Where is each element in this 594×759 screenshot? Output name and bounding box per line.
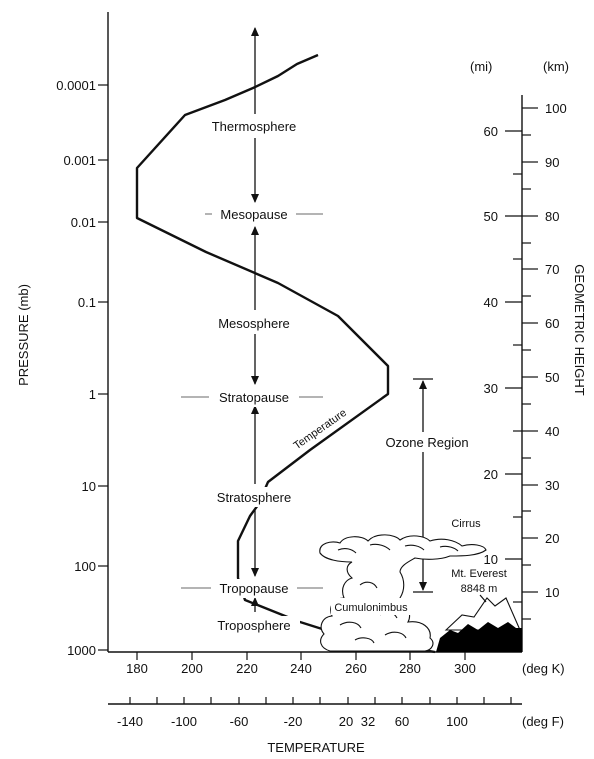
mile-ticks	[505, 130, 522, 603]
pressure-label-4: 1	[89, 387, 96, 402]
mi-header: (mi)	[470, 59, 492, 74]
mesosphere-label: Mesosphere	[218, 316, 290, 331]
mesopause-label-bg	[212, 205, 296, 224]
fahrenheit-label-5: 32	[361, 714, 375, 729]
mile-label-0: 60	[484, 124, 498, 139]
thermosphere-label-bg	[200, 116, 308, 136]
ozone-region-bracket	[413, 378, 433, 593]
kelvin-label-2: 220	[236, 661, 258, 676]
mesosphere-label-bg	[208, 313, 300, 333]
km-ticks	[522, 107, 538, 620]
cumulonimbus-label: Cumulonimbus	[334, 602, 408, 614]
mile-label-2: 40	[484, 295, 498, 310]
pressure-tick-labels: 0.0001 0.001 0.01 0.1 1 10 100 1000	[56, 78, 96, 658]
pressure-label-3: 0.1	[78, 295, 96, 310]
kelvin-label-0: 180	[126, 661, 148, 676]
cirrus-label: Cirrus	[451, 518, 481, 530]
km-label-6: 40	[545, 424, 559, 439]
km-label-3: 70	[545, 262, 559, 277]
ozone-region-label: Ozone Region	[385, 435, 468, 450]
temperature-axis-title: TEMPERATURE	[267, 740, 365, 755]
fahrenheit-ticks	[129, 697, 512, 704]
stratopause-label-bg	[209, 388, 299, 407]
fahrenheit-label-2: -60	[230, 714, 249, 729]
mile-label-1: 50	[484, 209, 498, 224]
pressure-label-6: 100	[74, 559, 96, 574]
layer-arrows	[251, 27, 259, 612]
kelvin-label-5: 280	[399, 661, 421, 676]
mountain-drawing	[436, 597, 522, 652]
fahrenheit-unit: (deg F)	[522, 714, 564, 729]
km-tick-labels: 100 90 80 70 60 50 40 30 20 10	[545, 101, 567, 600]
everest-label: Mt. Everest	[451, 568, 507, 580]
fahrenheit-label-4: 20	[339, 714, 353, 729]
stratosphere-label: Stratosphere	[217, 490, 291, 505]
km-label-2: 80	[545, 209, 559, 224]
kelvin-label-3: 240	[290, 661, 312, 676]
fahrenheit-label-3: -20	[284, 714, 303, 729]
kelvin-tick-labels: 180 200 220 240 260 280 300	[126, 661, 476, 676]
km-header: (km)	[543, 59, 569, 74]
everest-height-label: 8848 m	[461, 583, 498, 595]
troposphere-label-bg	[208, 616, 300, 635]
thermosphere-label: Thermosphere	[212, 119, 297, 134]
stratopause-label: Stratopause	[219, 390, 289, 405]
mile-label-5: 10	[484, 552, 498, 567]
kelvin-label-6: 300	[454, 661, 476, 676]
km-label-4: 60	[545, 316, 559, 331]
geometric-height-title: GEOMETRIC HEIGHT	[572, 264, 587, 396]
mile-label-3: 30	[484, 381, 498, 396]
km-label-7: 30	[545, 478, 559, 493]
kelvin-ticks	[136, 652, 466, 660]
troposphere-label: Troposphere	[217, 618, 290, 633]
cumulonimbus-label-bg	[331, 598, 411, 615]
fahrenheit-tick-labels: -140 -100 -60 -20 20 32 60 100	[117, 714, 468, 729]
km-label-0: 100	[545, 101, 567, 116]
tropopause-label-bg	[211, 579, 297, 598]
fahrenheit-label-7: 100	[446, 714, 468, 729]
pressure-ticks	[98, 84, 108, 651]
kelvin-label-4: 260	[345, 661, 367, 676]
pressure-label-2: 0.01	[71, 215, 96, 230]
pressure-axis-title: PRESSURE (mb)	[16, 284, 31, 386]
km-label-9: 10	[545, 585, 559, 600]
pressure-label-7: 1000	[67, 643, 96, 658]
km-label-8: 20	[545, 531, 559, 546]
pressure-label-1: 0.001	[63, 153, 96, 168]
fahrenheit-label-0: -140	[117, 714, 143, 729]
tropopause-label: Tropopause	[220, 581, 289, 596]
mile-label-4: 20	[484, 467, 498, 482]
mile-tick-labels: 60 50 40 30 20 10	[484, 124, 498, 567]
mesopause-label: Mesopause	[220, 207, 287, 222]
kelvin-label-1: 200	[181, 661, 203, 676]
km-label-5: 50	[545, 370, 559, 385]
everest-pointer	[479, 594, 487, 603]
fahrenheit-label-6: 60	[395, 714, 409, 729]
pressure-label-0: 0.0001	[56, 78, 96, 93]
kelvin-unit: (deg K)	[522, 661, 565, 676]
km-label-1: 90	[545, 155, 559, 170]
pressure-label-5: 10	[82, 479, 96, 494]
fahrenheit-label-1: -100	[171, 714, 197, 729]
stratosphere-label-bg	[206, 487, 302, 507]
